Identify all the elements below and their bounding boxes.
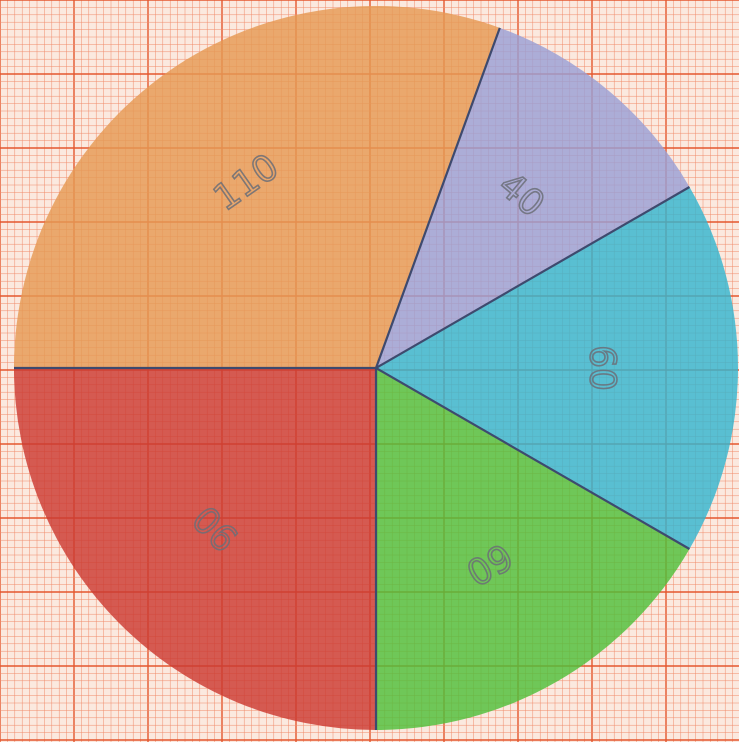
slice-divider-lines [14,27,691,730]
slice-label-3: 60 [581,345,622,391]
pie-slice-1 [14,6,500,369]
pie-slice-2 [376,27,690,369]
slice-divider-3 [375,186,691,369]
pie-slice-3 [376,187,738,549]
pie-slices [14,6,738,730]
pie-slice-4 [376,368,690,730]
slice-divider-2 [374,27,501,369]
pie-slice-0 [14,368,376,730]
slice-divider-4 [375,367,691,550]
